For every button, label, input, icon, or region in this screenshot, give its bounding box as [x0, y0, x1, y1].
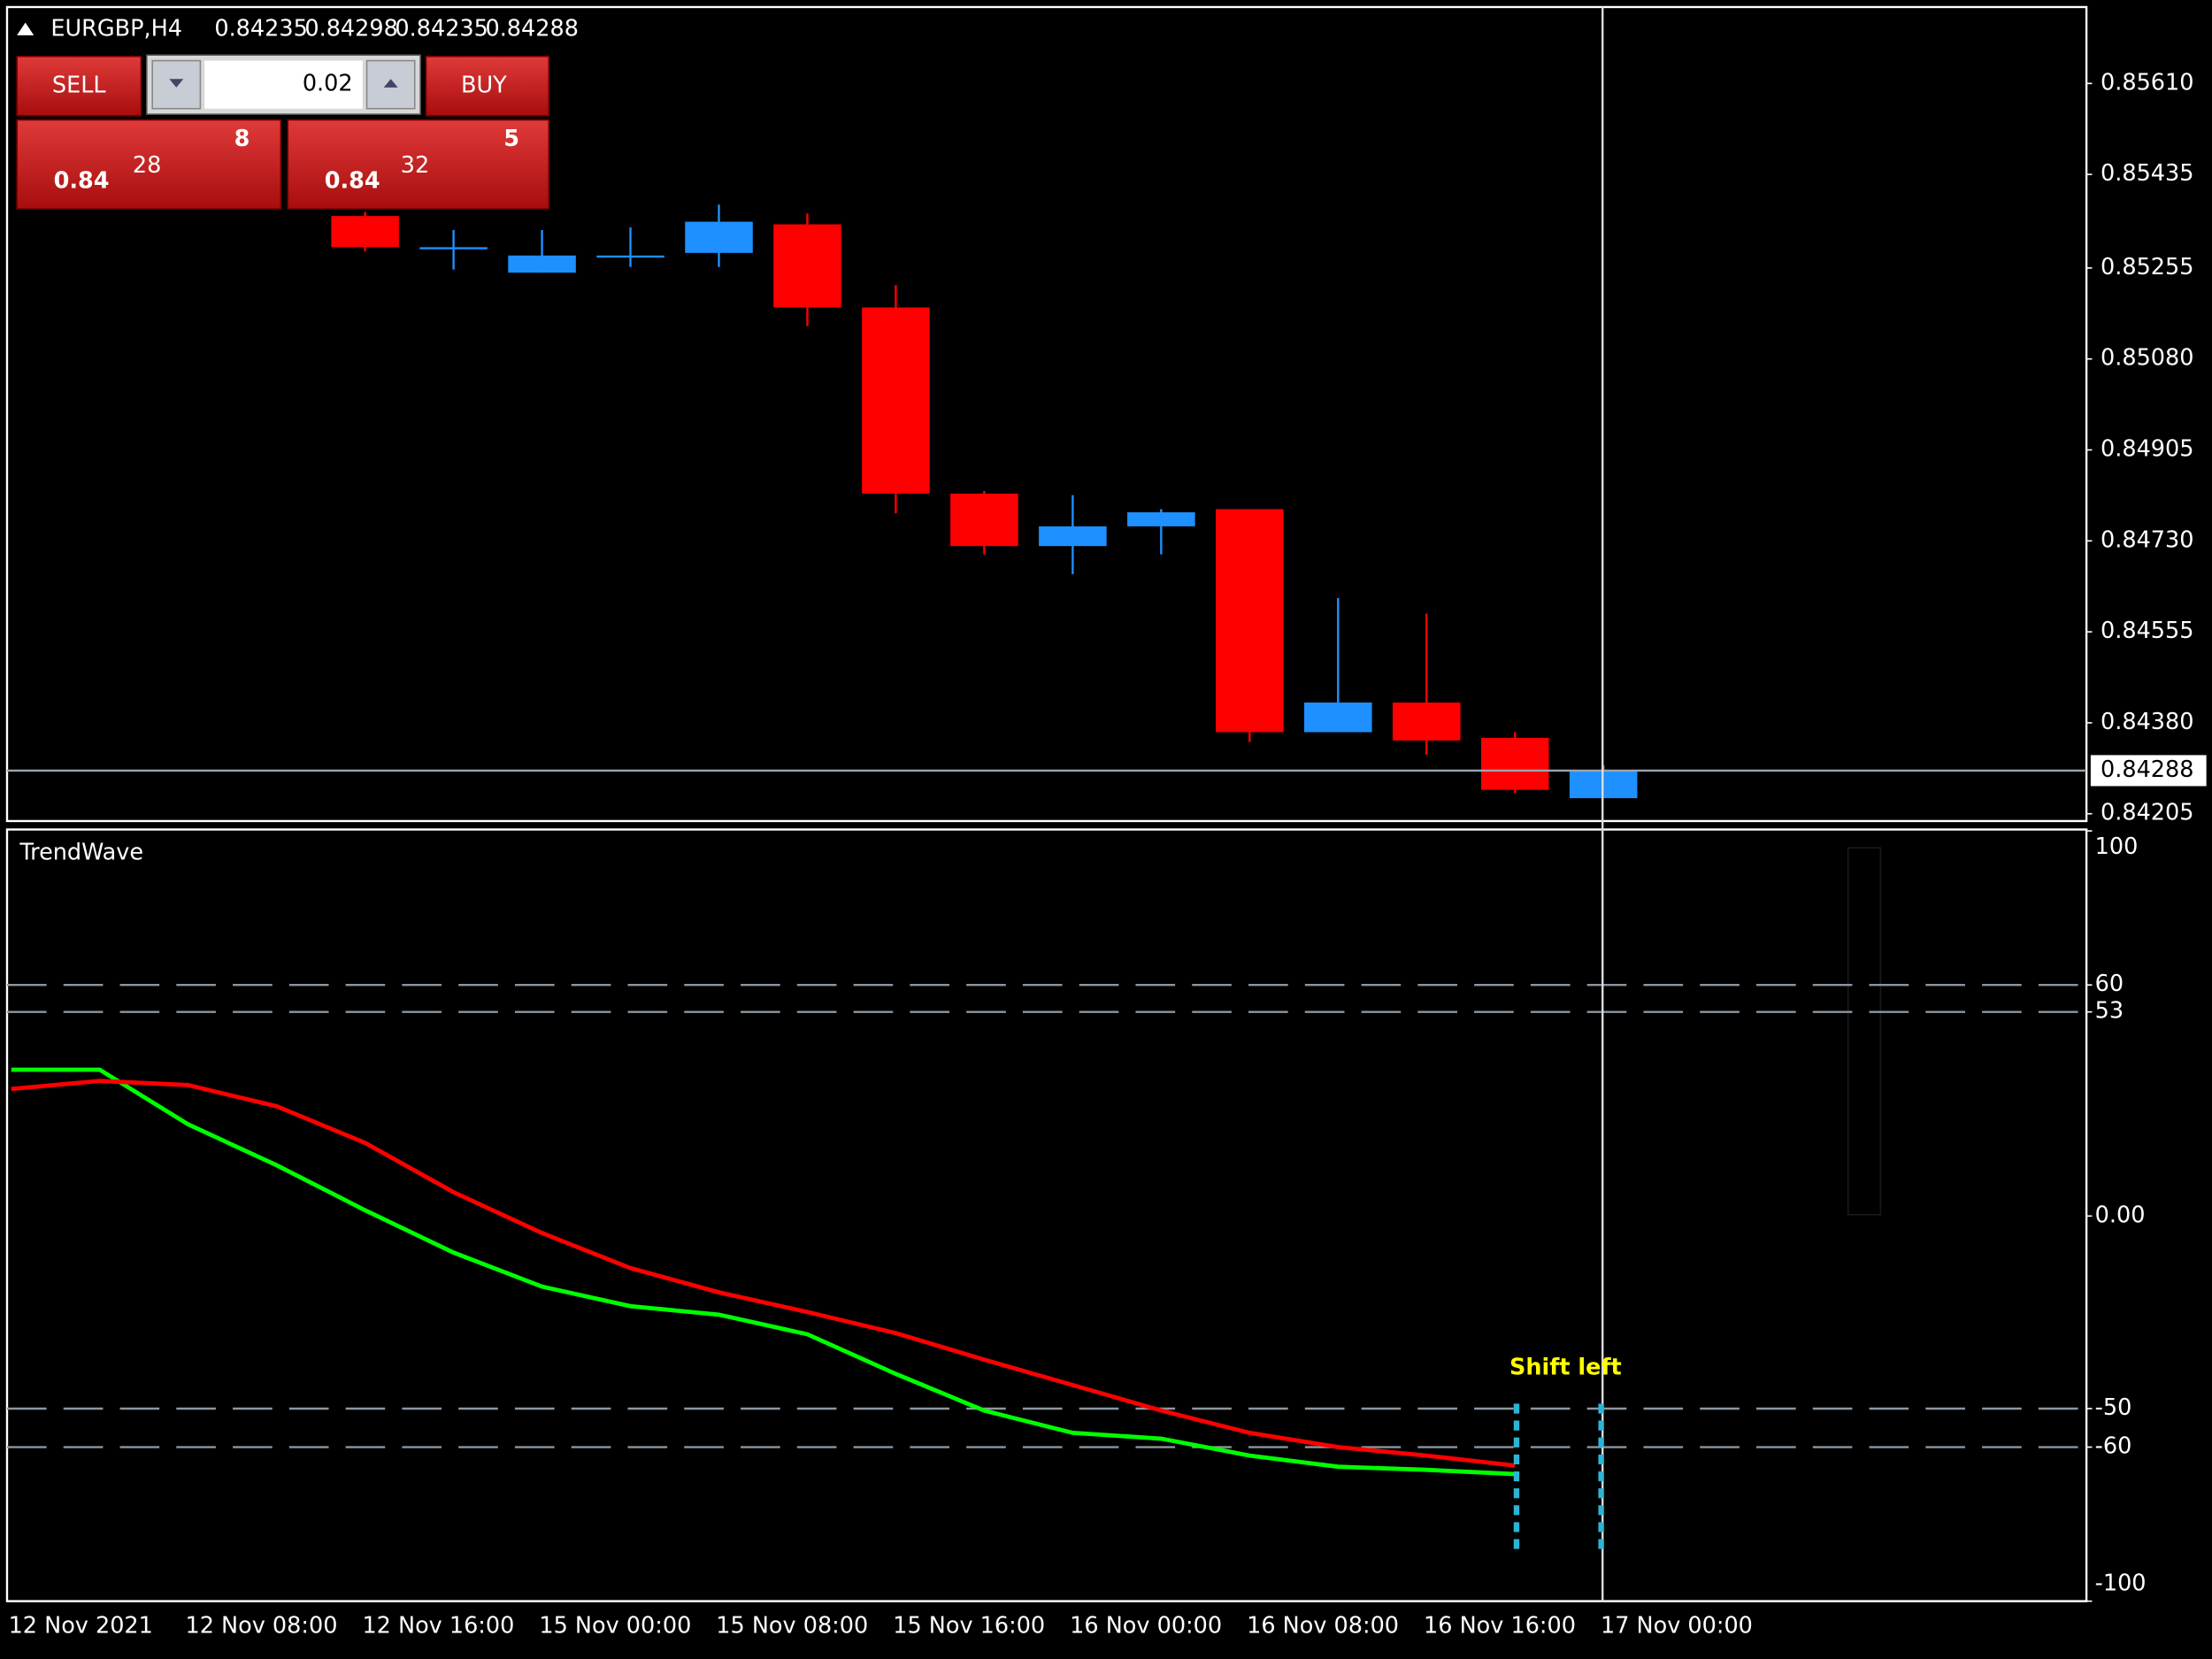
- candle-body: [950, 493, 1018, 547]
- x-tick-label: 12 Nov 16:00: [362, 1612, 514, 1639]
- indicator-box: [1847, 847, 1882, 1216]
- candle-body: [1304, 702, 1372, 733]
- bid-prefix[interactable]: 0.84: [54, 168, 110, 195]
- ask-box[interactable]: [287, 119, 550, 210]
- price-label: 0.84288: [2101, 757, 2193, 783]
- y-tick-label: 0.85255: [2101, 254, 2193, 280]
- x-tick-label: 16 Nov 00:00: [1070, 1612, 1222, 1639]
- y-tick-label: 0.84380: [2101, 709, 2193, 735]
- lot-input[interactable]: [204, 60, 363, 109]
- sell-label[interactable]: SELL: [52, 72, 107, 98]
- y-tick-label: 0.85610: [2101, 69, 2193, 96]
- y-tick-label: -100: [2095, 1570, 2147, 1596]
- y-tick-label: -60: [2095, 1433, 2132, 1460]
- y-tick-label: 53: [2095, 998, 2124, 1025]
- y-tick-label: 0.84905: [2101, 435, 2193, 462]
- trade-panel: SELL 0.02 BUY 0.84 28 8 0.84 32 5: [16, 54, 550, 210]
- indicator-line: [11, 1079, 1516, 1468]
- symbol-label: EURGBP,H4: [50, 15, 182, 42]
- header-low: 0.84235: [395, 15, 488, 42]
- indicator-line: [11, 1067, 1516, 1477]
- x-tick-label: 15 Nov 16:00: [893, 1612, 1045, 1639]
- candle-body: [685, 221, 753, 253]
- candle-body: [1216, 509, 1284, 733]
- main-pane: [5, 5, 2088, 823]
- candle-body: [1127, 511, 1195, 526]
- y-tick-label: 60: [2095, 971, 2124, 997]
- bid-big[interactable]: 28: [133, 152, 161, 179]
- y-tick-label: -50: [2095, 1394, 2132, 1421]
- candle-body: [773, 224, 841, 308]
- x-tick-label: 17 Nov 00:00: [1601, 1612, 1753, 1639]
- ask-big[interactable]: 32: [401, 152, 429, 179]
- header-close: 0.84288: [485, 15, 578, 42]
- lot-up-icon: [383, 79, 398, 88]
- bid-small[interactable]: 8: [234, 126, 250, 152]
- sell-button[interactable]: [16, 55, 142, 117]
- x-tick-label: 12 Nov 08:00: [186, 1612, 338, 1639]
- collapse-arrow[interactable]: [17, 22, 35, 35]
- x-tick-label: 12 Nov 2021: [9, 1612, 153, 1639]
- candle-body: [419, 247, 488, 250]
- indicator-title: TrendWave: [19, 840, 143, 866]
- annotation: Shift left: [1509, 1355, 1622, 1381]
- candle-body: [862, 307, 930, 494]
- x-tick-label: 16 Nov 08:00: [1247, 1612, 1399, 1639]
- ask-prefix[interactable]: 0.84: [325, 168, 380, 195]
- lot-down-icon: [169, 79, 184, 88]
- layer: 0.85610 0.85435 0.85255 0.85080 0.84905 0.847…: [6, 69, 2207, 1639]
- price-label-box: [2090, 755, 2207, 787]
- y-tick-label: 0.84555: [2101, 618, 2193, 644]
- candle-body: [1480, 737, 1549, 790]
- y-tick-label: 0.00: [2095, 1202, 2146, 1228]
- y-tick-label: 0.85435: [2101, 160, 2193, 187]
- header-open: 0.84235: [214, 15, 307, 42]
- y-tick-label: 0.84730: [2101, 526, 2193, 553]
- y-tick-label: 0.85080: [2101, 345, 2193, 372]
- x-tick-label: 15 Nov 08:00: [716, 1612, 868, 1639]
- buy-button[interactable]: [425, 55, 550, 117]
- candle-body: [331, 216, 399, 248]
- candle-body: [508, 255, 576, 273]
- header-high: 0.84298: [304, 15, 397, 42]
- lot-down[interactable]: [151, 59, 202, 110]
- y-tick-label: 0.84205: [2101, 800, 2193, 826]
- y-tick-label: 100: [2095, 833, 2139, 860]
- ask-small[interactable]: 5: [503, 126, 519, 152]
- x-tick-label: 15 Nov 00:00: [539, 1612, 691, 1639]
- candle-body: [1392, 702, 1461, 741]
- bid-box[interactable]: [16, 119, 282, 210]
- x-tick-label: 16 Nov 16:00: [1424, 1612, 1576, 1639]
- lot-value[interactable]: 0.02: [303, 71, 353, 97]
- candle-body: [1039, 526, 1107, 547]
- buy-label[interactable]: BUY: [461, 72, 507, 98]
- candle-body: [596, 255, 664, 258]
